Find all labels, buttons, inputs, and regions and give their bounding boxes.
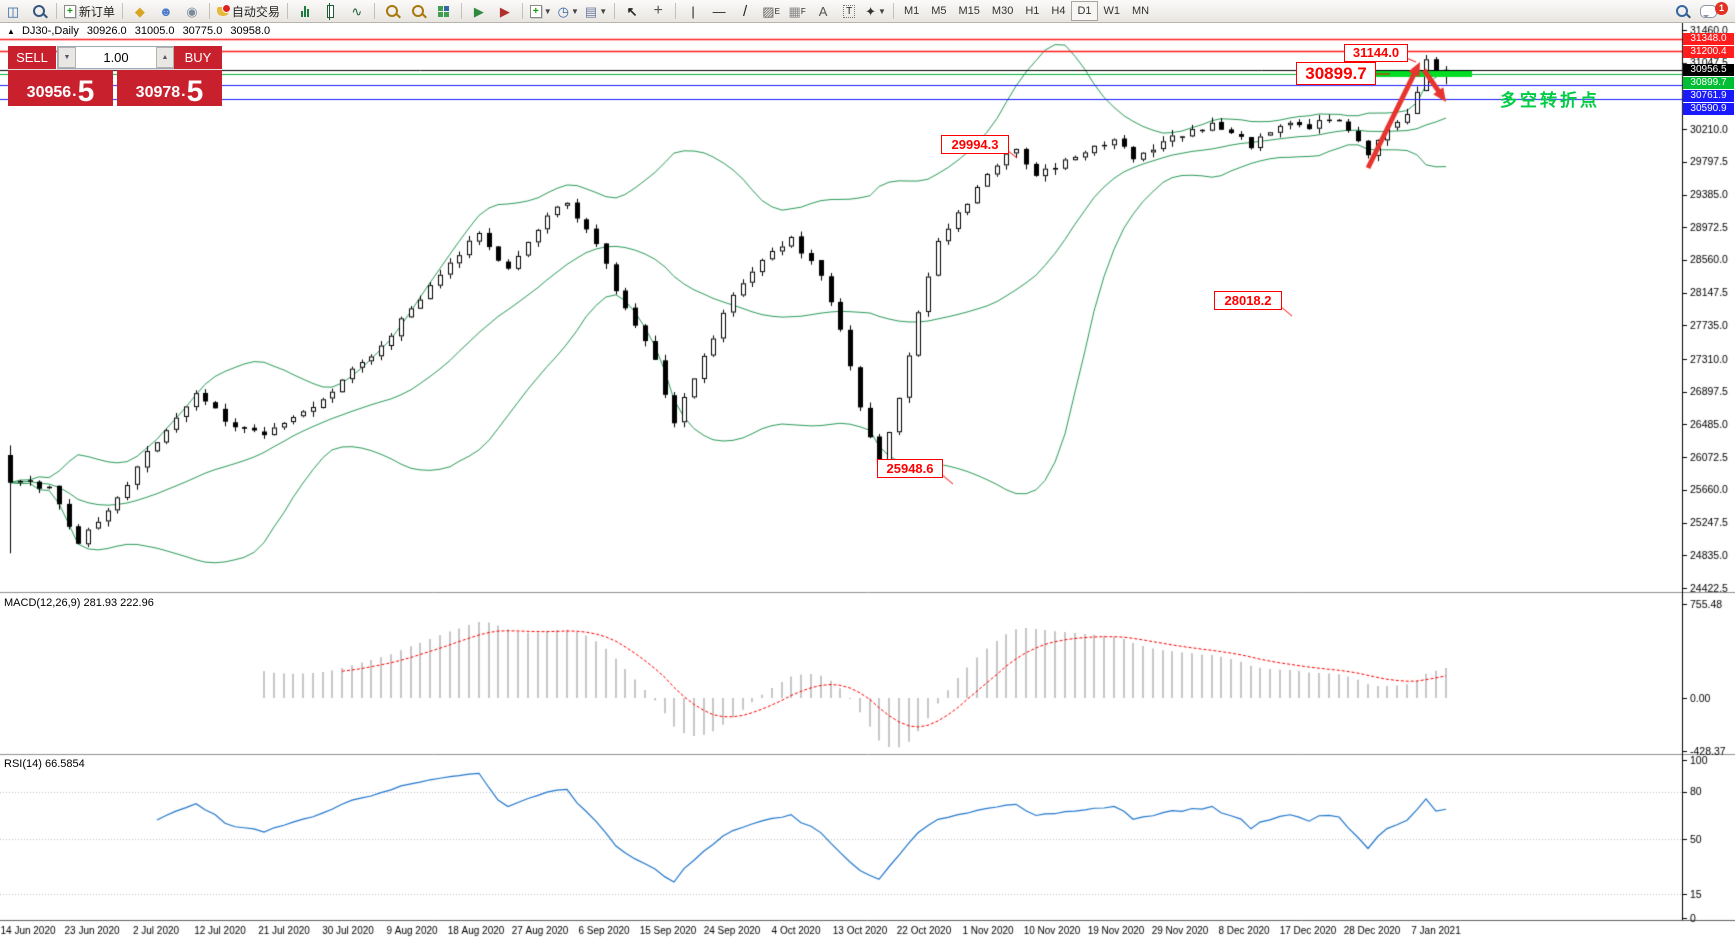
crosshair-tool-icon[interactable]: + [653, 2, 663, 19]
timeframe-button-MN[interactable]: MN [1132, 5, 1150, 17]
notification-badge: 1 [1715, 2, 1728, 15]
main-toolbar: ◫ + 新订单 ◆ ☻ ◉ 自动交易 ∿ ▶ ▶ + ▼ ◷ ▼ ▤ ▼ ↖ + [0, 0, 1735, 23]
line-chart-icon[interactable]: ∿ [351, 3, 363, 19]
new-order-icon: + [64, 4, 76, 18]
autotrade-icon [216, 3, 231, 16]
volume-stepper: ▼ ▲ [57, 46, 175, 69]
auto-scroll-icon[interactable]: ▶ [499, 3, 510, 19]
tile-windows-icon[interactable] [431, 1, 457, 21]
chevron-down-icon: ▼ [543, 6, 552, 16]
buy-price-frac: 5 [186, 75, 204, 108]
annotation-oct-low[interactable]: 25948.6 [877, 459, 943, 478]
periods-button[interactable]: ◷ ▼ [555, 1, 582, 21]
add-indicator-button[interactable]: + ▼ [527, 1, 555, 21]
sell-price-frac: 5 [77, 75, 95, 108]
sell-price-int: 30956 [26, 84, 72, 101]
price-badge: 30590.9 [1683, 102, 1734, 115]
channel-tool-letter: E [774, 6, 780, 16]
template-icon: ▤ [584, 3, 598, 19]
zoom-in-icon[interactable] [379, 1, 405, 21]
open-value: 30926.0 [86, 25, 127, 37]
annotation-key-level[interactable]: 30899.7 [1296, 62, 1376, 85]
fibonacci-tool-icon[interactable]: ▦ F [788, 3, 806, 19]
add-indicator-icon: + [529, 4, 542, 18]
timeframe-button-M1[interactable]: M1 [903, 5, 920, 17]
candle-chart-icon[interactable] [318, 1, 344, 21]
search-icon[interactable] [1669, 1, 1695, 21]
timeframe-button-H1[interactable]: H1 [1025, 5, 1040, 17]
volume-increase-button[interactable]: ▲ [156, 47, 174, 68]
timeframe-button-M5[interactable]: M5 [931, 5, 947, 17]
low-value: 30775.0 [182, 25, 223, 37]
timeframe-button-W1[interactable]: W1 [1103, 5, 1121, 17]
community-icon[interactable]: ☻ [159, 3, 173, 19]
clock-icon: ◷ [557, 3, 569, 19]
chevron-down-icon: ▼ [878, 6, 886, 16]
chevron-down-icon: ▼ [570, 6, 579, 16]
macd-indicator-label: MACD(12,26,9) 281.93 222.96 [4, 597, 154, 609]
timeframe-button-H4[interactable]: H4 [1051, 5, 1066, 17]
chat-bubble-icon [1699, 4, 1717, 18]
annotation-nov-high[interactable]: 29994.3 [941, 135, 1009, 154]
zoom-out-icon[interactable] [405, 1, 431, 21]
annotation-swing-high[interactable]: 31144.0 [1344, 44, 1408, 62]
volume-input[interactable] [76, 47, 156, 68]
chevron-down-icon: ▼ [599, 6, 608, 16]
price-badge: 31200.4 [1683, 45, 1734, 58]
signal-icon[interactable]: ◉ [186, 3, 198, 19]
turning-point-note[interactable]: 多空转折点 [1500, 91, 1600, 110]
rsi-indicator-label: RSI(14) 66.5854 [4, 758, 85, 770]
vertical-line-tool-icon[interactable]: | [691, 3, 695, 19]
timeframe-group: M1 M5 M15 M30 H1 H4 D1 W1 MN [898, 1, 1155, 21]
bar-chart-icon[interactable] [292, 1, 318, 21]
arrows-tool-icon[interactable]: ✦ ▼ [865, 3, 886, 19]
timeframe-button-D1[interactable]: D1 [1071, 1, 1098, 21]
trendline-tool-icon[interactable]: / [743, 2, 748, 20]
fibo-tool-letter: F [800, 6, 806, 16]
volume-decrease-button[interactable]: ▼ [58, 47, 76, 68]
horizontal-line-tool-icon[interactable]: — [712, 3, 726, 19]
high-value: 31005.0 [134, 25, 175, 37]
market-watch-icon[interactable] [26, 1, 52, 21]
one-click-trading-panel: SELL ▼ ▲ BUY 30956.5 30978.5 [8, 46, 222, 108]
price-badge: 30956.5 [1683, 63, 1734, 76]
chart-shift-icon[interactable]: ▶ [473, 3, 484, 19]
buy-button[interactable]: BUY [174, 46, 222, 69]
buy-price[interactable]: 30978. 5 [117, 70, 222, 108]
collapse-icon[interactable]: ▲ [7, 27, 15, 36]
price-badge: 30761.9 [1683, 89, 1734, 102]
autotrade-button[interactable]: 自动交易 [214, 1, 283, 21]
buy-price-int: 30978 [135, 84, 181, 101]
gold-icon[interactable]: ◆ [134, 3, 145, 19]
notifications-button[interactable]: 1 [1695, 1, 1728, 21]
timeframe-button-M30[interactable]: M30 [991, 5, 1014, 17]
timeframe-button-M15[interactable]: M15 [958, 5, 980, 17]
text-tool-icon[interactable]: A [818, 3, 828, 19]
template-button[interactable]: ▤ ▼ [582, 1, 610, 21]
cursor-tool-icon[interactable]: ↖ [626, 3, 638, 19]
autotrade-label: 自动交易 [231, 4, 280, 19]
annotation-support-level[interactable]: 28018.2 [1214, 291, 1282, 310]
chart-windows-icon[interactable]: ◫ [6, 3, 20, 19]
text-label-tool-icon[interactable]: T [836, 1, 862, 21]
sell-price-dot: . [72, 83, 77, 100]
new-order-button[interactable]: + 新订单 [61, 1, 118, 21]
equidistant-channel-tool-icon[interactable]: ▨ E [762, 3, 780, 19]
sell-button[interactable]: SELL [8, 46, 56, 69]
symbol-period-label: DJ30-,Daily [21, 25, 79, 37]
buy-price-dot: . [181, 83, 186, 100]
close-value: 30958.0 [230, 25, 271, 37]
price-badge: 31348.0 [1683, 32, 1734, 45]
new-order-label: 新订单 [78, 4, 115, 19]
chart-header: ▲ DJ30-,Daily 30926.0 31005.0 30775.0 30… [7, 25, 275, 37]
sell-price[interactable]: 30956. 5 [8, 70, 113, 108]
price-badge: 30899.7 [1683, 76, 1734, 89]
